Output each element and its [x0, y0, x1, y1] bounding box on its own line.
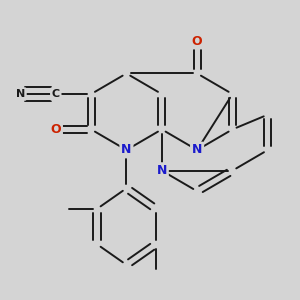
Text: N: N: [192, 143, 202, 157]
Text: N: N: [121, 143, 132, 157]
Text: N: N: [16, 89, 25, 99]
Text: N: N: [157, 164, 167, 177]
Text: O: O: [192, 34, 203, 48]
Text: O: O: [50, 123, 61, 136]
Text: C: C: [52, 89, 60, 99]
